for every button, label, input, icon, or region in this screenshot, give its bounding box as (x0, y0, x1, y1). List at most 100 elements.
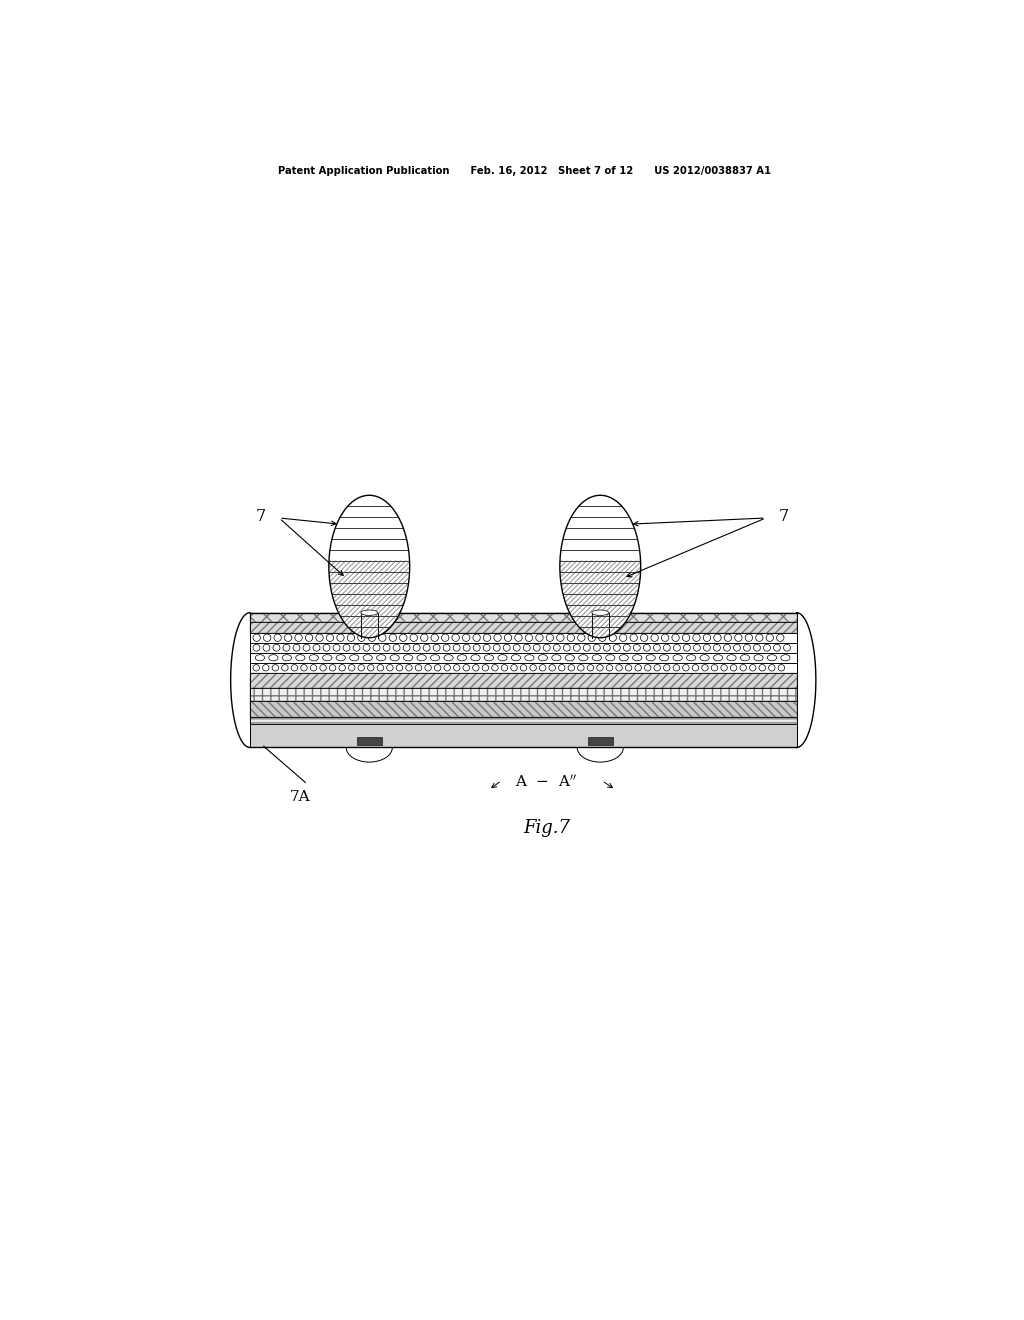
Circle shape (454, 664, 460, 671)
Circle shape (724, 634, 731, 642)
Circle shape (263, 644, 270, 651)
Circle shape (473, 664, 479, 671)
Circle shape (693, 644, 700, 651)
Circle shape (673, 664, 680, 671)
Ellipse shape (700, 655, 710, 661)
Circle shape (377, 664, 384, 671)
Circle shape (262, 664, 269, 671)
Circle shape (603, 644, 610, 651)
Bar (360, 612, 378, 638)
Circle shape (640, 634, 648, 642)
Ellipse shape (605, 655, 614, 661)
Circle shape (399, 634, 407, 642)
Circle shape (734, 634, 742, 642)
Circle shape (454, 644, 460, 651)
Circle shape (593, 644, 600, 651)
Circle shape (754, 644, 761, 651)
Circle shape (557, 634, 564, 642)
Circle shape (406, 664, 413, 671)
Bar (250, 725, 797, 747)
Circle shape (327, 634, 334, 642)
Bar (250, 653, 797, 663)
Circle shape (578, 664, 584, 671)
Text: 7: 7 (256, 508, 266, 525)
Ellipse shape (377, 655, 386, 661)
Ellipse shape (360, 610, 378, 615)
Ellipse shape (283, 655, 292, 661)
Circle shape (597, 664, 603, 671)
Circle shape (558, 664, 565, 671)
Circle shape (515, 634, 522, 642)
Circle shape (443, 644, 451, 651)
Text: Fig.7: Fig.7 (523, 820, 570, 837)
Circle shape (724, 644, 730, 651)
Circle shape (615, 664, 623, 671)
Circle shape (337, 634, 344, 642)
Circle shape (714, 644, 720, 651)
Circle shape (441, 634, 449, 642)
Circle shape (357, 634, 366, 642)
Circle shape (291, 664, 298, 671)
Circle shape (651, 634, 658, 642)
Circle shape (369, 634, 376, 642)
Circle shape (494, 644, 500, 651)
Circle shape (766, 634, 773, 642)
Circle shape (693, 634, 700, 642)
Circle shape (305, 634, 312, 642)
Circle shape (303, 644, 310, 651)
Circle shape (410, 634, 418, 642)
Circle shape (525, 634, 532, 642)
Ellipse shape (323, 655, 332, 661)
Circle shape (773, 644, 780, 651)
Circle shape (546, 634, 554, 642)
Circle shape (396, 664, 402, 671)
Ellipse shape (336, 655, 345, 661)
Circle shape (730, 664, 737, 671)
Ellipse shape (539, 655, 548, 661)
Circle shape (358, 664, 365, 671)
Circle shape (285, 634, 292, 642)
Circle shape (776, 634, 784, 642)
Circle shape (714, 634, 721, 642)
Circle shape (743, 644, 751, 651)
Circle shape (434, 664, 441, 671)
Text: 7A: 7A (290, 789, 310, 804)
Ellipse shape (565, 655, 574, 661)
Circle shape (578, 634, 585, 642)
Ellipse shape (552, 655, 561, 661)
Circle shape (353, 644, 360, 651)
Circle shape (626, 664, 632, 671)
Ellipse shape (444, 655, 454, 661)
Circle shape (672, 634, 679, 642)
Bar (250, 673, 797, 688)
Circle shape (313, 644, 319, 651)
Circle shape (664, 644, 671, 651)
Circle shape (444, 664, 451, 671)
Circle shape (529, 664, 537, 671)
Circle shape (343, 644, 350, 651)
Ellipse shape (714, 655, 723, 661)
Text: A  $-$  A$''$: A $-$ A$''$ (515, 774, 578, 791)
Circle shape (511, 664, 517, 671)
Circle shape (263, 634, 271, 642)
Circle shape (599, 634, 606, 642)
Ellipse shape (390, 655, 399, 661)
Ellipse shape (633, 655, 642, 661)
Circle shape (379, 634, 386, 642)
Circle shape (373, 644, 380, 651)
Circle shape (403, 644, 410, 651)
Circle shape (431, 634, 438, 642)
Text: 7: 7 (779, 508, 790, 525)
Circle shape (389, 634, 396, 642)
Bar (250, 688, 797, 701)
Circle shape (624, 644, 631, 651)
Circle shape (253, 644, 260, 651)
Ellipse shape (309, 655, 318, 661)
Ellipse shape (673, 655, 682, 661)
Ellipse shape (329, 495, 410, 638)
Circle shape (393, 644, 400, 651)
Circle shape (643, 644, 650, 651)
Circle shape (540, 664, 546, 671)
Circle shape (756, 634, 763, 642)
Circle shape (368, 664, 374, 671)
